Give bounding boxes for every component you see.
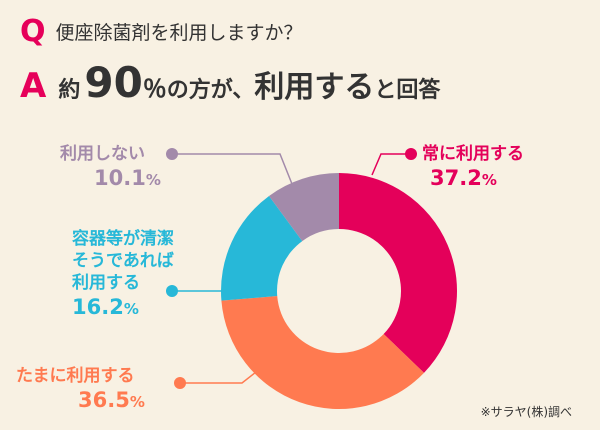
answer-middle: の方が、 — [166, 78, 255, 103]
slice-never — [269, 173, 339, 242]
question-row: Q 便座除菌剤を利用しますか？ — [20, 14, 303, 49]
leader-sometimes-dot — [174, 377, 186, 389]
callout-never: 利用しない 10.1% — [60, 143, 161, 193]
answer-percent: ％ — [142, 75, 167, 103]
callout-always-value: 37.2% — [430, 166, 497, 190]
callout-always: 常に利用する 37.2% — [422, 143, 524, 193]
answer-suffix: と回答 — [374, 78, 441, 103]
answer-number: 90 — [84, 58, 143, 107]
answer-letter: A — [20, 66, 47, 106]
answer-row: A 約 90 ％ の方が、 利用する と回答 — [20, 58, 440, 107]
callout-sometimes-value: 36.5% — [78, 388, 145, 412]
question-letter: Q — [20, 14, 46, 49]
leader-never-dot — [166, 148, 178, 160]
leader-never — [172, 153, 293, 185]
callout-if-clean: 容器等が清潔 そうであれば 利用する 16.2% — [72, 228, 174, 322]
callout-if-clean-line-2: そうであれば — [72, 251, 174, 271]
callout-if-clean-line-3: 利用する — [72, 273, 140, 293]
answer-emphasis: 利用する — [254, 70, 375, 105]
answer-prefix: 約 — [58, 78, 81, 103]
callout-never-value: 10.1% — [94, 166, 161, 190]
leader-always-dot — [405, 148, 417, 160]
leader-sometimes — [180, 371, 257, 384]
callout-never-label: 利用しない — [60, 144, 145, 164]
slice-sometimes — [221, 296, 424, 410]
slice-always — [339, 173, 458, 373]
slice-if-clean — [220, 195, 303, 301]
callout-if-clean-line-1: 容器等が清潔 — [72, 229, 174, 249]
callout-if-clean-value: 16.2% — [72, 295, 139, 319]
question-text: 便座除菌剤を利用しますか？ — [55, 22, 303, 44]
callout-sometimes-label: たまに利用する — [16, 366, 135, 386]
leader-always — [371, 153, 411, 176]
source-note: ※サラヤ(株)調べ — [480, 405, 572, 419]
leader-if-clean-dot — [166, 285, 178, 297]
callout-sometimes: たまに利用する 36.5% — [16, 365, 145, 415]
callout-always-label: 常に利用する — [422, 144, 524, 164]
